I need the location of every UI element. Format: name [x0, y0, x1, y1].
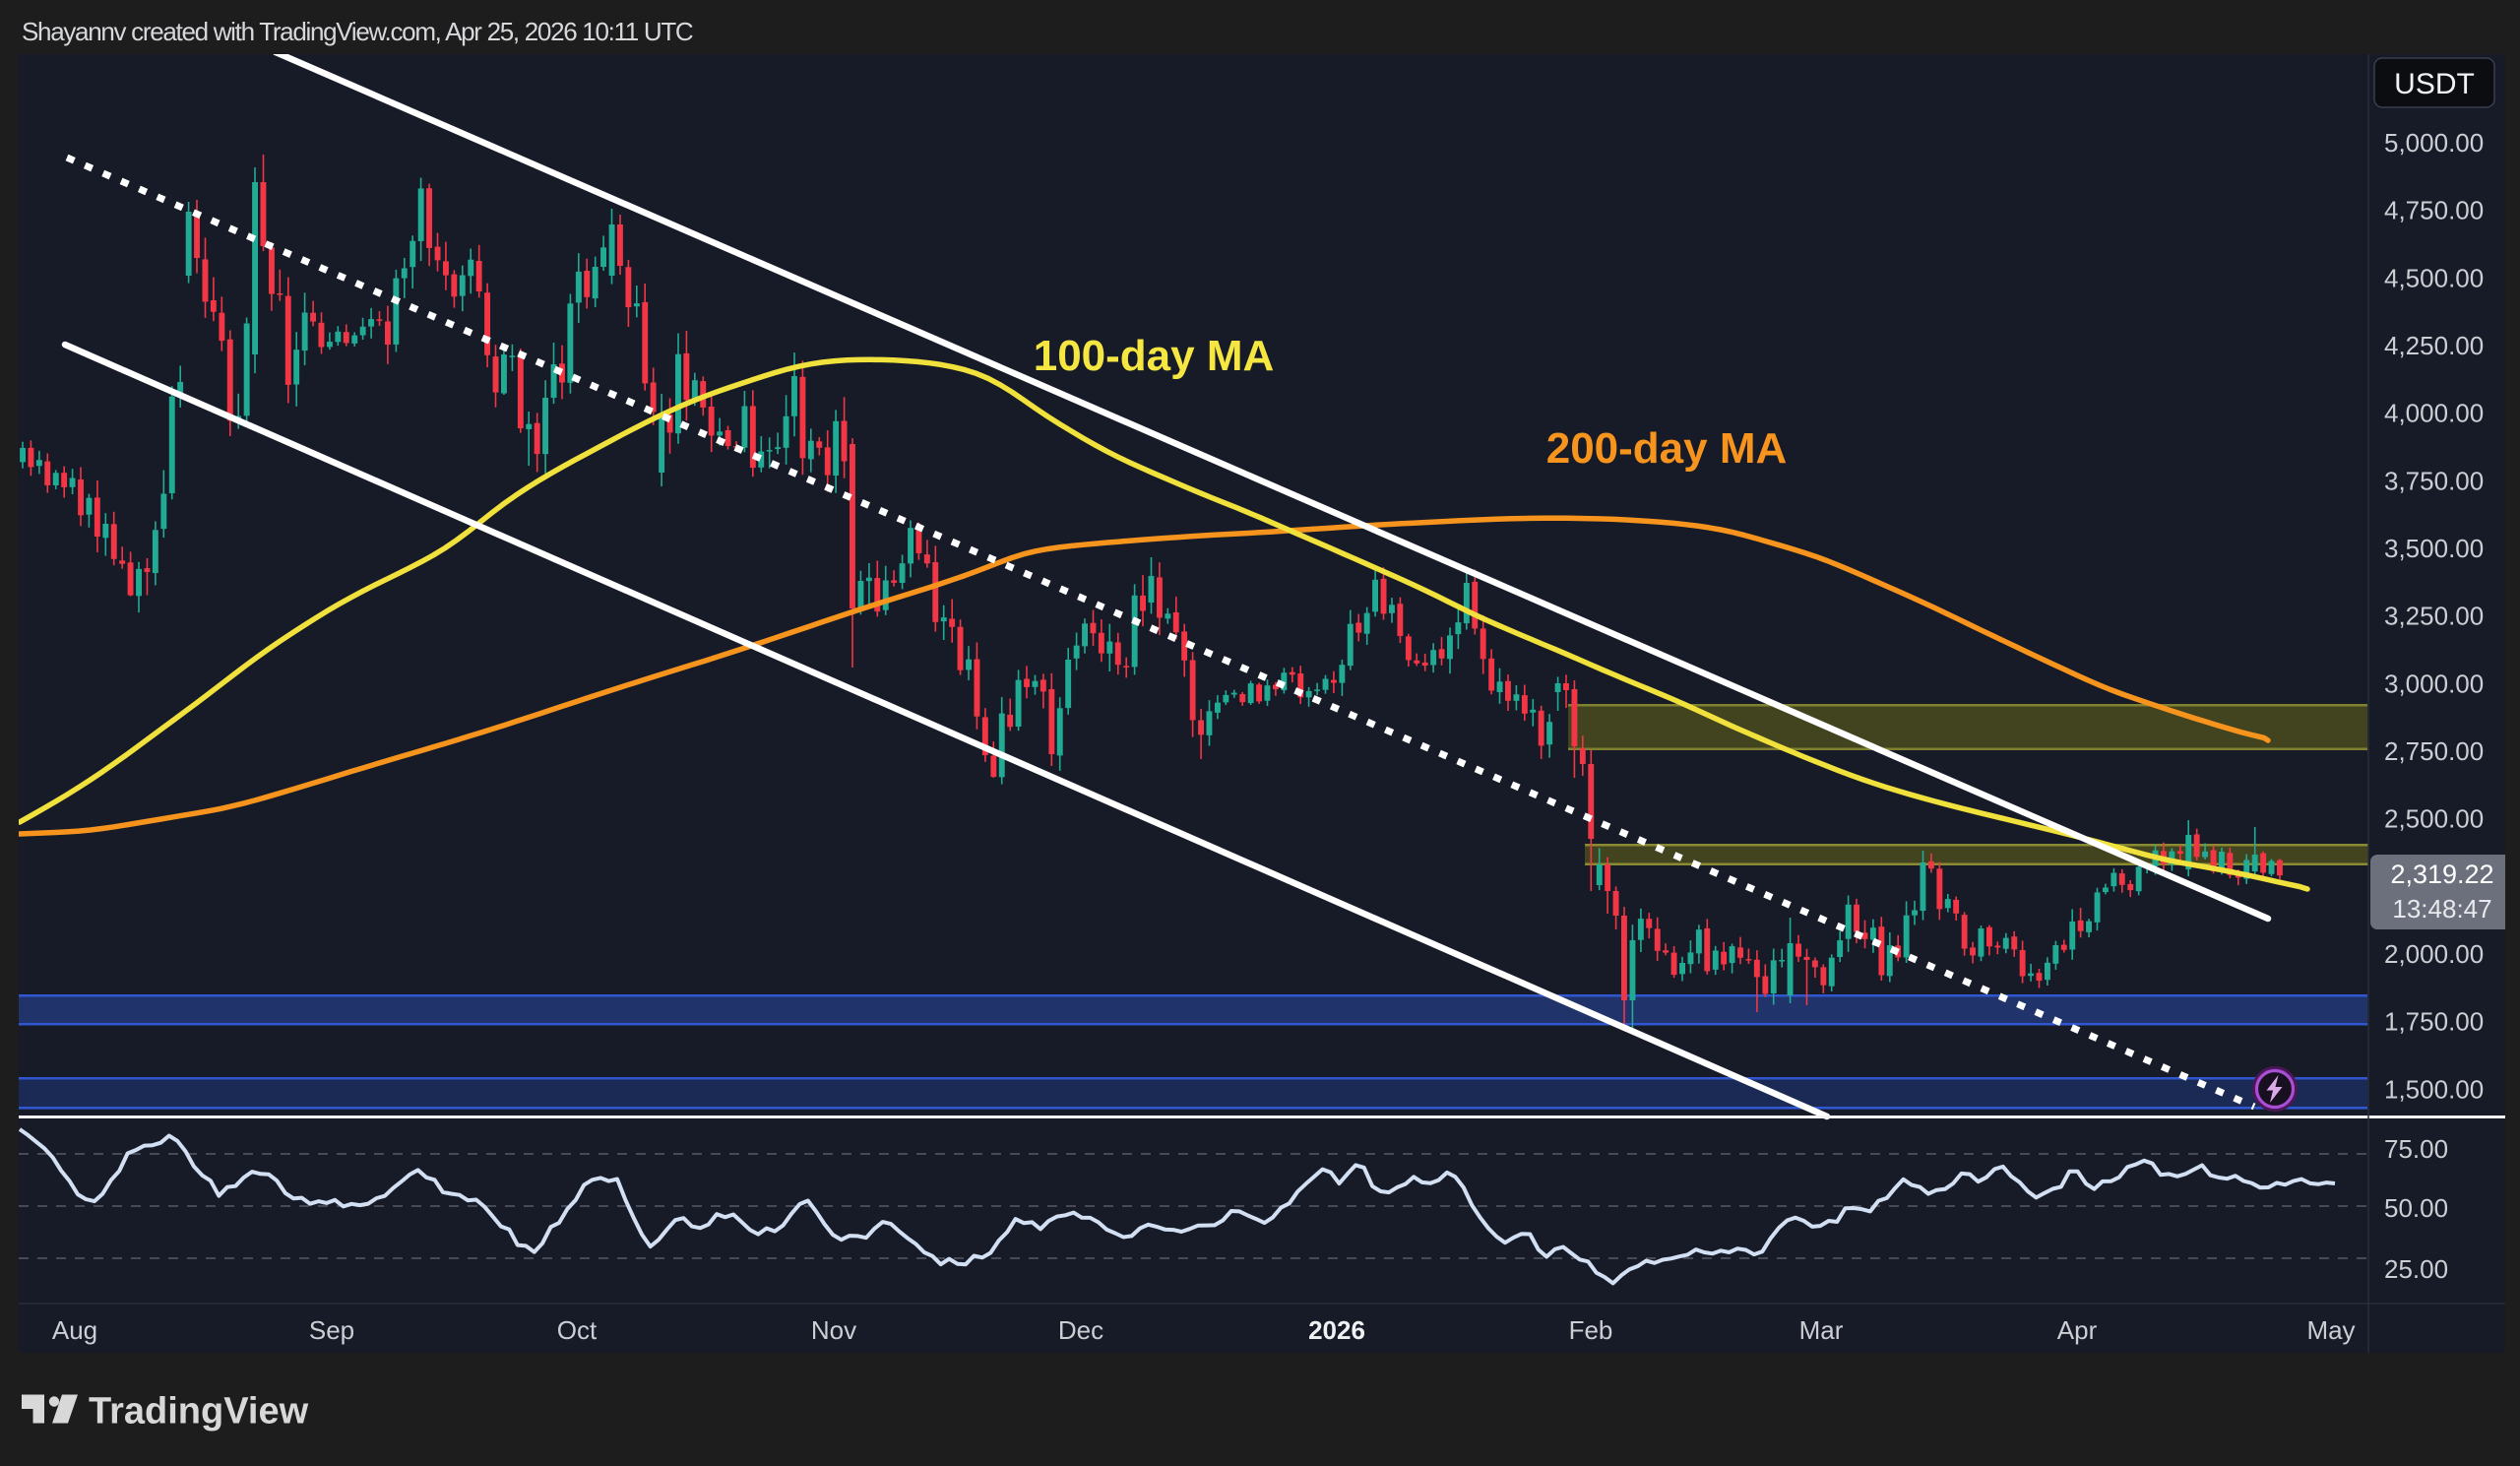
svg-text:Oct: Oct: [557, 1315, 598, 1345]
svg-text:2,000.00: 2,000.00: [2384, 939, 2484, 969]
svg-text:4,750.00: 4,750.00: [2384, 196, 2484, 225]
svg-text:Feb: Feb: [1569, 1315, 1613, 1345]
svg-text:100-day MA: 100-day MA: [1034, 332, 1275, 380]
svg-text:USDT: USDT: [2394, 68, 2475, 100]
svg-text:1,750.00: 1,750.00: [2384, 1007, 2484, 1037]
svg-text:25.00: 25.00: [2384, 1254, 2448, 1284]
svg-text:3,750.00: 3,750.00: [2384, 466, 2484, 495]
svg-text:Dec: Dec: [1058, 1315, 1103, 1345]
svg-text:2,500.00: 2,500.00: [2384, 804, 2484, 834]
svg-text:2,750.00: 2,750.00: [2384, 736, 2484, 766]
svg-text:2,319.22: 2,319.22: [2390, 860, 2493, 889]
svg-text:4,250.00: 4,250.00: [2384, 331, 2484, 360]
svg-text:75.00: 75.00: [2384, 1134, 2448, 1164]
svg-text:3,000.00: 3,000.00: [2384, 669, 2484, 698]
svg-text:May: May: [2306, 1315, 2355, 1345]
svg-text:TradingView: TradingView: [89, 1391, 309, 1433]
svg-text:1,500.00: 1,500.00: [2384, 1074, 2484, 1104]
svg-text:50.00: 50.00: [2384, 1193, 2448, 1223]
svg-text:2026: 2026: [1308, 1315, 1365, 1345]
svg-text:4,500.00: 4,500.00: [2384, 263, 2484, 292]
svg-text:3,250.00: 3,250.00: [2384, 602, 2484, 631]
svg-text:200-day MA: 200-day MA: [1546, 424, 1788, 473]
svg-text:Nov: Nov: [811, 1315, 856, 1345]
svg-text:Sep: Sep: [309, 1315, 354, 1345]
svg-text:Apr: Apr: [2057, 1315, 2098, 1345]
svg-text:4,000.00: 4,000.00: [2384, 399, 2484, 428]
svg-text:Aug: Aug: [52, 1315, 97, 1345]
svg-text:3,500.00: 3,500.00: [2384, 534, 2484, 563]
svg-text:5,000.00: 5,000.00: [2384, 128, 2484, 158]
svg-text:Mar: Mar: [1799, 1315, 1844, 1345]
svg-text:13:48:47: 13:48:47: [2392, 894, 2491, 924]
